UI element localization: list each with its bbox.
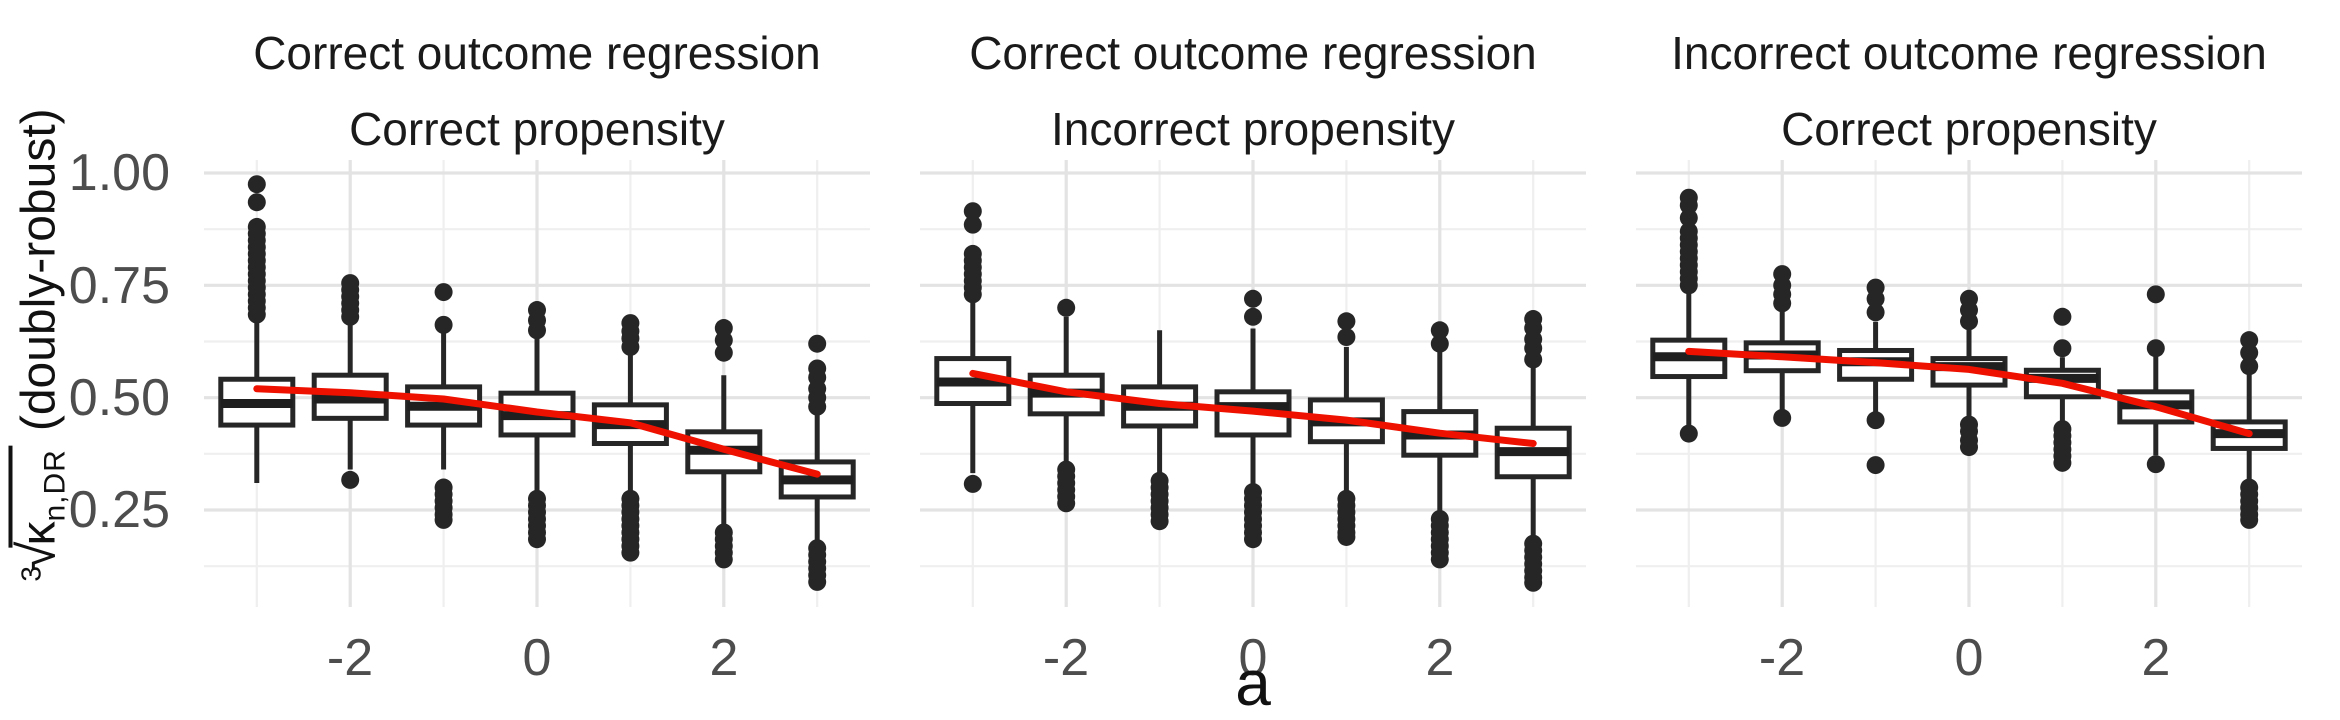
y-tick-label-025: 0.25 [68,481,170,539]
outlier-dot [1679,188,1698,207]
trend-line [969,369,1537,447]
outlier-dot [621,314,640,333]
outlier-dot [1337,312,1356,331]
x-tick-f1-2: 2 [709,629,739,687]
outlier-dot [1337,328,1356,347]
outlier-dot [2053,453,2072,472]
outlier-dot [1430,334,1449,353]
x-axis-label: a [1235,647,1271,719]
outlier-dot [963,474,982,493]
outlier-dot [2240,510,2259,529]
facet3-title-line1: Incorrect outcome regression [1671,27,2267,79]
outlier-dot [808,359,827,378]
y-tick-label-050: 0.50 [68,369,170,427]
outlier-dot [963,244,982,263]
outlier-dot [1244,307,1262,326]
outlier-dot [1430,321,1449,340]
trend-line [253,385,821,478]
outlier-dot [247,175,266,194]
outlier-dot [1150,512,1169,531]
outlier-dot [1337,527,1356,546]
outlier-dot [1960,289,1978,308]
outlier-dot [1524,310,1543,329]
facet3-title-line2: Correct propensity [1781,103,2157,155]
outlier-dot [1773,265,1792,284]
x-tick-f3-2: 2 [2141,629,2171,687]
y-tick-label-100: 1.00 [68,144,170,202]
x-tick-f3-neg2: -2 [1758,629,1806,687]
outlier-dot [1057,298,1076,317]
outlier-dot [1057,494,1076,513]
outlier-dot [2146,339,2165,358]
outlier-dot [714,550,733,569]
outlier-dot [247,193,266,212]
outlier-dot [434,283,453,302]
outlier-dot [714,343,733,362]
outlier-dot [434,315,453,334]
outlier-dot [2240,357,2259,376]
outlier-dot [2146,455,2165,474]
x-tick-f2-2: 2 [1425,629,1455,687]
outlier-dot [1679,208,1698,227]
outlier-dot [621,543,640,562]
outlier-dot [2053,339,2072,358]
y-tick-label-075: 0.75 [68,257,170,315]
outlier-dot [341,274,360,293]
facet1-title-line1: Correct outcome regression [253,27,821,79]
x-tick-f1-neg2: -2 [326,629,374,687]
outlier-dot [528,530,546,549]
outlier-dot [808,334,827,353]
outlier-dot [1866,278,1885,297]
outlier-dot [1244,530,1262,549]
outlier-dot [341,470,360,489]
outlier-dot [528,301,546,320]
outlier-dot [1430,550,1449,569]
outlier-dot [1960,438,1978,457]
outlier-dot [1866,456,1885,475]
outlier-dot [1866,411,1885,430]
x-tick-f3-0: 0 [1954,629,1984,687]
facet2-title-line2: Incorrect propensity [1051,103,1455,155]
outlier-dot [963,202,982,221]
y-label-suffix: (doubly-robust) [12,108,66,432]
facet1-title-line2: Correct propensity [349,103,725,155]
x-tick-f2-0: 0 [1238,629,1268,687]
outlier-dot [2240,331,2259,350]
outlier-dot [1244,289,1262,308]
outlier-dot [1524,573,1543,592]
outlier-dot [808,572,827,591]
x-tick-f1-0: 0 [522,629,552,687]
outlier-dot [1679,424,1698,443]
x-tick-f2-neg2: -2 [1042,629,1090,687]
outlier-dot [1679,222,1698,241]
kappa-subscript: n,DR [38,449,72,522]
outlier-dot [2053,307,2072,326]
outlier-dot [2240,343,2259,362]
facet2-title-line1: Correct outcome regression [969,27,1537,79]
radicand: κn,DR [8,445,72,548]
trend-line [1685,347,2253,438]
kappa-symbol: κ [12,521,66,546]
outlier-dot [2146,285,2165,304]
outlier-dot [963,215,982,234]
y-axis-label: 3√κn,DR(doubly-robust) [8,108,73,582]
outlier-dot [247,217,266,236]
outlier-dot [1866,303,1885,322]
outlier-dot [1773,408,1792,427]
outlier-dot [434,510,453,529]
outlier-dot [714,319,733,338]
